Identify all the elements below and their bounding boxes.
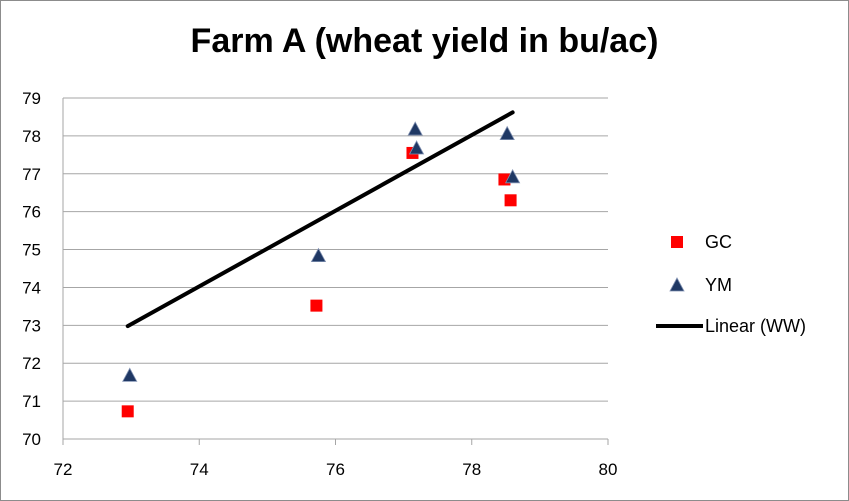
legend-label: GC	[705, 232, 732, 252]
axes	[62, 98, 609, 445]
y-tick-label: 75	[22, 241, 41, 260]
x-tick-label: 76	[326, 460, 345, 479]
legend-label: YM	[705, 275, 732, 295]
y-tick-label: 71	[22, 392, 41, 411]
x-tick-label: 80	[599, 460, 618, 479]
point-ym	[499, 125, 515, 141]
y-tick-label: 77	[22, 165, 41, 184]
grid-lines	[63, 97, 608, 402]
point-gc	[504, 194, 517, 207]
point-gc	[121, 405, 134, 418]
y-tick-label: 76	[22, 203, 41, 222]
legend-label: Linear (WW)	[705, 316, 806, 336]
point-ym	[122, 367, 138, 382]
legend-marker-gc	[671, 236, 683, 248]
y-tick-label: 73	[22, 316, 41, 335]
tick-labels: 70 71 72 73 74 75 76 77 78 79 72 74 76 78 80	[22, 89, 617, 479]
x-tick-label: 72	[54, 460, 73, 479]
trendline-ww	[125, 110, 515, 329]
point-ym	[407, 121, 423, 136]
y-tick-label: 79	[22, 89, 41, 108]
data-points	[121, 121, 521, 418]
y-tick-label: 70	[22, 430, 41, 449]
point-gc	[310, 299, 323, 312]
y-tick-label: 78	[22, 127, 41, 146]
legend-marker-ym	[669, 277, 685, 292]
x-tick-label: 74	[190, 460, 209, 479]
trendline-layer	[125, 110, 515, 329]
chart-title: Farm A (wheat yield in bu/ac)	[190, 22, 659, 60]
point-ym	[408, 140, 425, 155]
point-ym	[310, 247, 327, 263]
y-tick-label: 72	[22, 354, 41, 373]
x-tick-label: 78	[462, 460, 481, 479]
point-ym	[504, 168, 521, 184]
y-tick-label: 74	[22, 278, 41, 297]
legend: GC YM Linear (WW)	[656, 232, 806, 336]
